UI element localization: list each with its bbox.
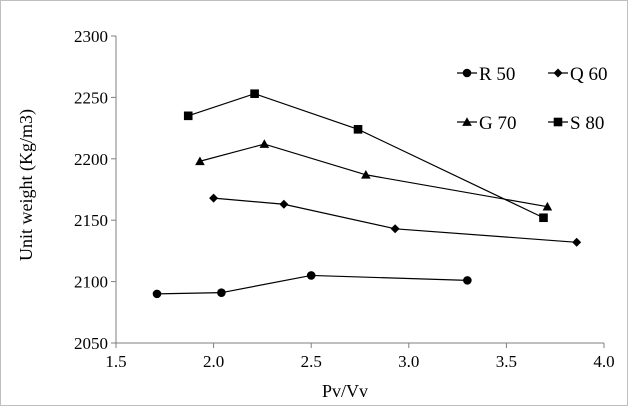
legend-marker: [462, 68, 472, 78]
y-tick-label: 2150: [74, 211, 108, 230]
y-tick-label: 2200: [74, 150, 108, 169]
data-point: [361, 169, 371, 179]
data-point: [279, 199, 289, 209]
y-axis-ticks: 2050 2100 2150 2200 2250 2300: [74, 27, 116, 353]
series-r-50: [152, 271, 472, 299]
legend-marker: [553, 68, 563, 78]
legend-marker: [462, 117, 472, 126]
data-point: [306, 271, 316, 280]
y-axis-title: Unit weight (Kg/m3): [16, 109, 37, 261]
legend: R 50 Q 60 G 70 S 80: [457, 64, 607, 134]
series-line: [156, 274, 468, 295]
data-point: [572, 237, 582, 247]
legend-label: S 80: [570, 113, 604, 134]
series-g-70: [195, 139, 553, 211]
x-tick-label: 3.0: [398, 352, 419, 371]
legend-marker: [553, 117, 563, 127]
legend-label: R 50: [479, 64, 515, 85]
data-point: [183, 111, 193, 121]
data-point: [209, 193, 219, 203]
y-tick-label: 2250: [74, 88, 108, 107]
series-layer: [152, 89, 582, 299]
data-point: [353, 125, 363, 134]
legend-item: Q 60: [548, 64, 607, 85]
data-point: [539, 213, 548, 223]
data-point: [463, 276, 472, 285]
legend-label: Q 60: [570, 64, 607, 85]
data-point: [259, 139, 270, 148]
series-line: [199, 143, 548, 208]
series-s-80: [183, 89, 548, 223]
x-tick-label: 2.0: [203, 352, 224, 371]
data-point: [542, 201, 553, 211]
y-tick-label: 2300: [74, 27, 108, 46]
data-point: [390, 224, 400, 234]
x-tick-label: 4.0: [593, 352, 614, 371]
x-tick-label: 3.5: [496, 352, 517, 371]
x-axis-title: Pv/Vv: [322, 381, 368, 401]
legend-item: R 50: [457, 64, 515, 85]
axes: [115, 36, 604, 344]
data-point: [152, 289, 162, 299]
series-line: [213, 197, 577, 243]
legend-item: S 80: [548, 113, 604, 134]
legend-item: G 70: [457, 113, 516, 134]
data-point: [250, 89, 259, 99]
data-point: [217, 288, 226, 297]
x-tick-label: 2.5: [301, 352, 322, 371]
y-tick-label: 2100: [74, 273, 108, 292]
series-line: [188, 93, 544, 219]
x-tick-label: 1.5: [105, 352, 126, 371]
y-tick-label: 2050: [74, 334, 108, 353]
data-point: [195, 156, 205, 166]
legend-label: G 70: [479, 113, 516, 134]
x-axis-ticks: 1.5 2.0 2.5 3.0 3.5 4.0: [105, 343, 615, 371]
series-q-60: [209, 193, 582, 247]
